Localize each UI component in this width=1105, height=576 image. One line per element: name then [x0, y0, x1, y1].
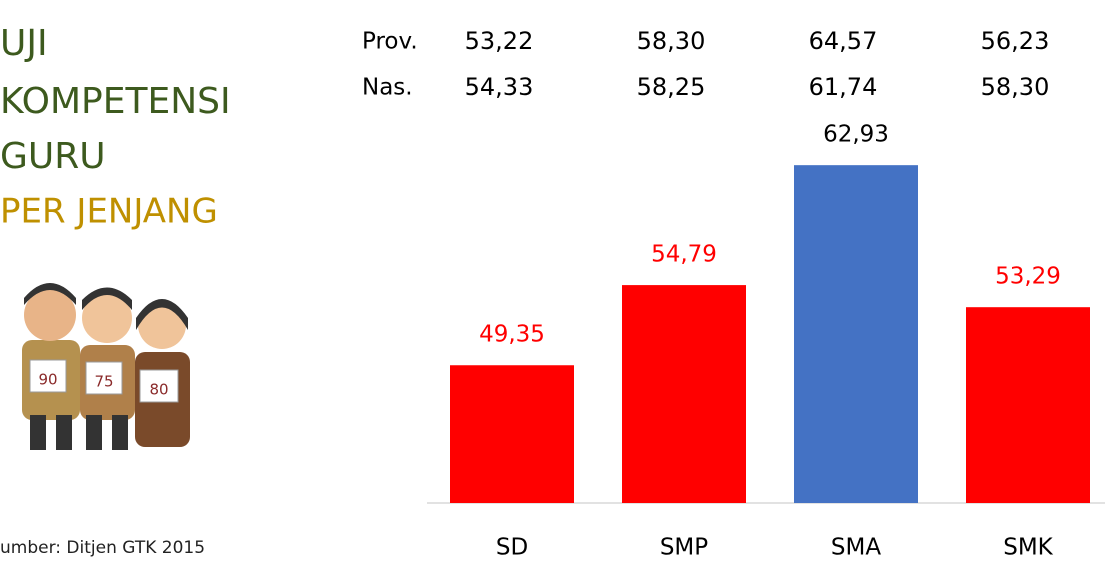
- title-line: KOMPETENSI: [0, 81, 231, 122]
- source: umber: Ditjen GTK 2015: [0, 538, 205, 558]
- person-leg: [86, 415, 102, 450]
- row-value: 53,22: [465, 27, 534, 55]
- title-line: GURU: [0, 136, 106, 177]
- row-value: 58,30: [637, 27, 706, 55]
- row-label: Prov.: [362, 29, 418, 55]
- title-line: UJI: [0, 23, 48, 64]
- card-score: 75: [94, 373, 113, 391]
- row-label: Nas.: [362, 75, 413, 101]
- subtitle: PER JENJANG: [0, 192, 218, 232]
- row-value: 61,74: [809, 73, 878, 101]
- person-leg: [56, 415, 72, 450]
- bar: [966, 307, 1090, 503]
- row-value: 58,30: [981, 73, 1050, 101]
- card-score: 80: [149, 381, 168, 399]
- x-tick-label: SMP: [660, 535, 708, 561]
- illustration: 90 75 80: [22, 283, 190, 450]
- title: UJI KOMPETENSI GURU: [0, 23, 231, 177]
- row-value: 56,23: [981, 27, 1050, 55]
- page: UJI KOMPETENSI GURU PER JENJANG umber: D…: [0, 0, 1105, 572]
- value-label: 62,93: [823, 122, 889, 148]
- x-tick-label: SD: [496, 535, 528, 561]
- bar: [622, 285, 746, 503]
- row-value: 64,57: [809, 27, 878, 55]
- person-leg: [30, 415, 46, 450]
- bar: [450, 365, 574, 503]
- bar: [794, 165, 918, 503]
- value-label: 54,79: [651, 242, 717, 268]
- row-value: 54,33: [465, 73, 534, 101]
- value-label: 49,35: [479, 322, 545, 348]
- x-tick-label: SMK: [1003, 535, 1053, 561]
- value-label: 53,29: [995, 264, 1061, 290]
- card-score: 90: [38, 371, 57, 389]
- person-leg: [112, 415, 128, 450]
- row-value: 58,25: [637, 73, 706, 101]
- slide: UJI KOMPETENSI GURU PER JENJANG umber: D…: [0, 0, 1105, 572]
- x-tick-label: SMA: [831, 535, 881, 561]
